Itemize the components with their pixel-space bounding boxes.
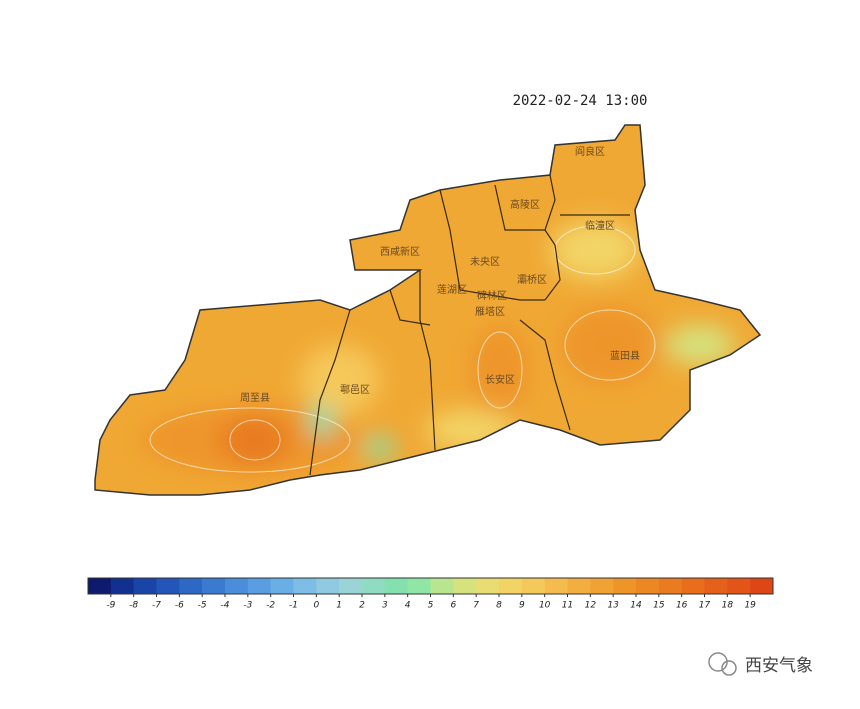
colorbar-swatch: [453, 578, 477, 594]
district-label: 高陵区: [510, 198, 540, 211]
colorbar-tick-label: -2: [266, 601, 275, 611]
colorbar-tick-label: 6: [450, 601, 456, 611]
colorbar-tick-label: 13: [607, 601, 619, 611]
colorbar-swatch: [316, 578, 340, 594]
district-labels: 阎良区 临潼区 高陵区 西咸新区 未央区 灞桥区 长安区 蓝田县 鄠邑区 周至县…: [240, 145, 640, 404]
colorbar-swatch: [681, 578, 705, 594]
colorbar-swatch: [727, 578, 751, 594]
colorbar-swatch: [133, 578, 157, 594]
colorbar-tick-label: 15: [653, 601, 665, 611]
colorbar-tick-label: -6: [175, 601, 184, 611]
colorbar-swatch: [247, 578, 271, 594]
colorbar-swatch: [225, 578, 249, 594]
district-label: 周至县: [240, 392, 270, 404]
colorbar-tick-label: 0: [313, 601, 319, 611]
district-label: 未央区: [470, 255, 500, 268]
colorbar-swatch: [704, 578, 728, 594]
colorbar-swatch: [521, 578, 545, 594]
district-label: 鄠邑区: [340, 384, 370, 396]
colorbar-swatch: [407, 578, 431, 594]
colorbar-tick-label: 19: [744, 601, 756, 611]
district-label: 灞桥区: [517, 274, 547, 286]
colorbar-tick-label: 18: [722, 601, 734, 611]
colorbar-swatch: [384, 578, 408, 594]
colorbar-swatch: [362, 578, 386, 594]
colorbar-tick-label: 4: [405, 601, 411, 611]
district-label: 长安区: [485, 373, 515, 386]
colorbar-tick-label: -3: [243, 601, 252, 611]
watermark-text: 西安气象: [745, 656, 813, 676]
colorbar-swatch: [636, 578, 660, 594]
district-label: 阎良区: [575, 145, 605, 158]
temperature-field: [95, 125, 760, 495]
colorbar-swatch: [544, 578, 568, 594]
colorbar-swatch: [339, 578, 363, 594]
district-borders: [309, 174, 630, 476]
colorbar-tick-label: 8: [496, 601, 502, 611]
district-label: 临潼区: [585, 219, 615, 232]
colorbar-swatch: [499, 578, 523, 594]
district-label: 莲湖区: [437, 284, 467, 296]
district-label: 西咸新区: [380, 245, 420, 258]
colorbar-tick-label: 16: [676, 601, 688, 611]
colorbar-tick-label: 5: [428, 601, 434, 611]
timestamp: 2022-02-24 13:00: [513, 93, 648, 109]
colorbar-tick-label: 11: [562, 601, 573, 611]
colorbar-swatch: [750, 578, 774, 594]
colorbar-tick-label: -7: [152, 601, 161, 611]
colorbar-swatch: [270, 578, 294, 594]
colorbar-swatch: [613, 578, 637, 594]
colorbar-tick-label: 12: [585, 601, 597, 611]
colorbar-swatch: [156, 578, 180, 594]
colorbar-swatch: [590, 578, 614, 594]
colorbar-swatch: [202, 578, 226, 594]
colorbar-tick-label: 14: [630, 601, 642, 611]
colorbar-tick-label: 17: [699, 601, 711, 611]
colorbar-tick-label: 9: [519, 601, 525, 611]
colorbar-swatch: [110, 578, 134, 594]
colorbar-tick-label: -9: [106, 601, 115, 611]
colorbar-tick-label: -5: [198, 601, 207, 611]
colorbar-swatch: [476, 578, 500, 594]
district-label: 蓝田县: [610, 350, 640, 362]
colorbar-tick-label: 7: [473, 601, 479, 611]
colorbar-tick-label: 2: [359, 601, 365, 611]
colorbar-swatch: [88, 578, 112, 594]
colorbar: -9 -8 -7 -6 -5 -4 -3 -2 -1 0 1 2 3 4 5 6 7 8 9 10 11 12 13 14 15…: [87, 577, 774, 611]
district-label: 碑林区: [477, 289, 507, 302]
watermark: 西安气象: [708, 652, 813, 676]
district-label: 雁塔区: [475, 305, 505, 318]
colorbar-tick-label: -1: [289, 601, 298, 611]
colorbar-tick-label: 3: [382, 601, 388, 611]
colorbar-swatch: [658, 578, 682, 594]
colorbar-tick-label: 10: [539, 601, 551, 611]
colorbar-tick-label: 1: [336, 601, 342, 611]
colorbar-swatch: [293, 578, 317, 594]
colorbar-swatch: [179, 578, 203, 594]
colorbar-tick-label: -4: [221, 601, 230, 611]
colorbar-swatch: [430, 578, 454, 594]
colorbar-tick-label: -8: [129, 601, 138, 611]
colorbar-swatch: [567, 578, 591, 594]
